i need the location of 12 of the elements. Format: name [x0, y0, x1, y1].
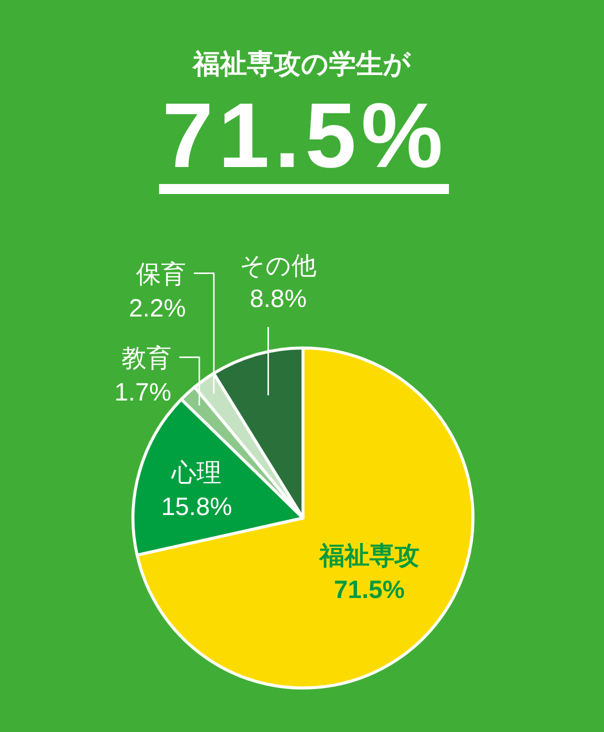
data-label: 2.2% — [128, 294, 186, 322]
data-label: 15.8% — [161, 492, 232, 521]
slice-label: 教育 — [121, 344, 172, 372]
data-label: 71.5% — [334, 576, 405, 604]
slice-label: 福祉専攻 — [318, 542, 420, 570]
slice-label: 心理 — [170, 458, 222, 487]
data-label: 1.7% — [114, 378, 172, 406]
slice-label: 保育 — [136, 260, 186, 288]
chart-title: 福祉専攻の学生が — [191, 49, 412, 79]
data-label: 8.8% — [250, 285, 307, 313]
chart-subtitle: 71.5% — [162, 85, 448, 187]
slice-label: その他 — [240, 252, 317, 280]
